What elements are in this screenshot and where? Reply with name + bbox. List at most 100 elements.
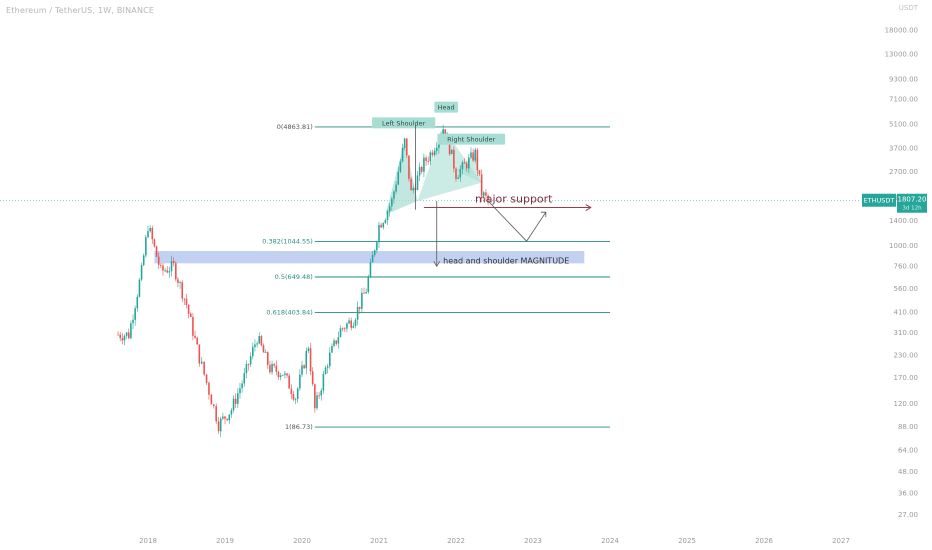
left-shoulder-label-background [372, 117, 436, 129]
projection-path [487, 200, 547, 242]
last-price-label: 1807.20 [898, 196, 927, 204]
candle-body [281, 374, 284, 376]
head-label-background [434, 101, 458, 113]
candle-body [228, 414, 231, 421]
candle-body [461, 162, 464, 170]
candle-body [442, 129, 444, 136]
candle-body [314, 384, 316, 409]
price-tick-label: 310.00 [894, 329, 919, 337]
candle-body [476, 149, 479, 171]
candle-body [367, 276, 370, 293]
candle-body [181, 282, 184, 299]
candle-body [335, 340, 338, 344]
candle-body [219, 418, 222, 432]
candle-body [241, 383, 243, 389]
candle-body [198, 344, 201, 364]
price-tick-label: 560.00 [894, 285, 919, 293]
currency-label: USDT [898, 4, 918, 12]
candle-body [208, 382, 210, 395]
candle-body [382, 223, 385, 228]
price-tick-label: 36.00 [898, 490, 918, 498]
candle-body [234, 398, 237, 404]
price-tick-label: 1400.00 [889, 217, 918, 225]
price-tick-label: 1000.00 [889, 242, 918, 250]
candle-body [453, 149, 455, 169]
candle-body [324, 367, 327, 375]
candle-body [350, 320, 352, 328]
candle-body [205, 374, 208, 383]
candle-body [189, 313, 192, 318]
fib-level-label: 0.382(1044.55) [262, 238, 313, 246]
candle-body [326, 366, 329, 368]
candle-body [427, 161, 429, 162]
candle-body [431, 152, 434, 156]
time-tick-label: 2020 [293, 537, 311, 545]
candle-body [192, 317, 194, 336]
candle-body [393, 191, 395, 199]
candle-body [194, 335, 196, 338]
candle-body [435, 147, 438, 151]
candle-body [416, 175, 419, 190]
candle-body [412, 188, 415, 191]
candle-body [262, 345, 265, 353]
candle-body [200, 361, 203, 364]
candle-body [474, 149, 477, 161]
candle-body [284, 373, 286, 375]
candle-body [395, 184, 397, 192]
support-zone-layer [0, 200, 860, 264]
candle-body [170, 261, 173, 272]
price-tick-label: 170.00 [894, 374, 919, 382]
candle-body [348, 320, 350, 324]
time-tick-label: 2026 [755, 537, 773, 545]
ticker-label: ETHUSDT [864, 197, 895, 205]
candle-body [260, 336, 263, 346]
right-shoulder-label: Right Shoulder [447, 136, 495, 144]
candle-body [132, 319, 134, 324]
major-support-label: major support [475, 193, 553, 206]
symbol-title: Ethereum / TetherUS, 1W, BINANCE [6, 6, 155, 15]
candle-body [463, 162, 466, 164]
candle-body [480, 174, 483, 196]
candle-body [119, 334, 121, 339]
candle-body [271, 364, 273, 373]
fibonacci-retracement[interactable]: 0(4863.81) 0.382(1044.55) 0.5(649.48) 0.618… [262, 123, 610, 431]
price-badge[interactable] [897, 193, 927, 213]
candle-body [166, 270, 169, 273]
candle-body [365, 292, 367, 294]
candle-body [485, 192, 487, 196]
price-tick-label: 120.00 [894, 400, 919, 408]
candle-body [277, 371, 280, 378]
candle-body [361, 292, 363, 309]
candle-body [343, 328, 346, 330]
price-tick-label: 2700.00 [889, 168, 918, 176]
candle-body [450, 149, 453, 155]
candle-body [130, 323, 132, 339]
candle-body [457, 177, 459, 179]
ticker-badge[interactable] [862, 193, 896, 207]
price-tick-label: 230.00 [894, 351, 919, 359]
price-tick-label: 9300.00 [889, 76, 918, 84]
candle-body [468, 157, 470, 169]
annotations-layer[interactable]: Left Shoulder Head Right Shoulder major sup… [372, 101, 592, 268]
candle-body [487, 195, 489, 201]
candle-body [337, 337, 340, 344]
candle-body [185, 298, 188, 305]
candlestick-series [117, 124, 489, 437]
candle-body [299, 374, 301, 389]
candle-body [142, 255, 145, 266]
candle-body [157, 256, 160, 265]
candle-body [483, 192, 485, 196]
candle-body [239, 388, 241, 394]
candle-body [273, 364, 275, 366]
candle-body [448, 136, 451, 155]
candle-body [397, 171, 400, 185]
candle-body [320, 390, 323, 396]
right-shoulder-label-background [437, 133, 506, 145]
magnitude-arrow-head [433, 261, 441, 268]
candle-body [258, 336, 261, 344]
candle-body [232, 398, 235, 411]
candle-body [183, 298, 186, 300]
candle-body [429, 152, 432, 162]
